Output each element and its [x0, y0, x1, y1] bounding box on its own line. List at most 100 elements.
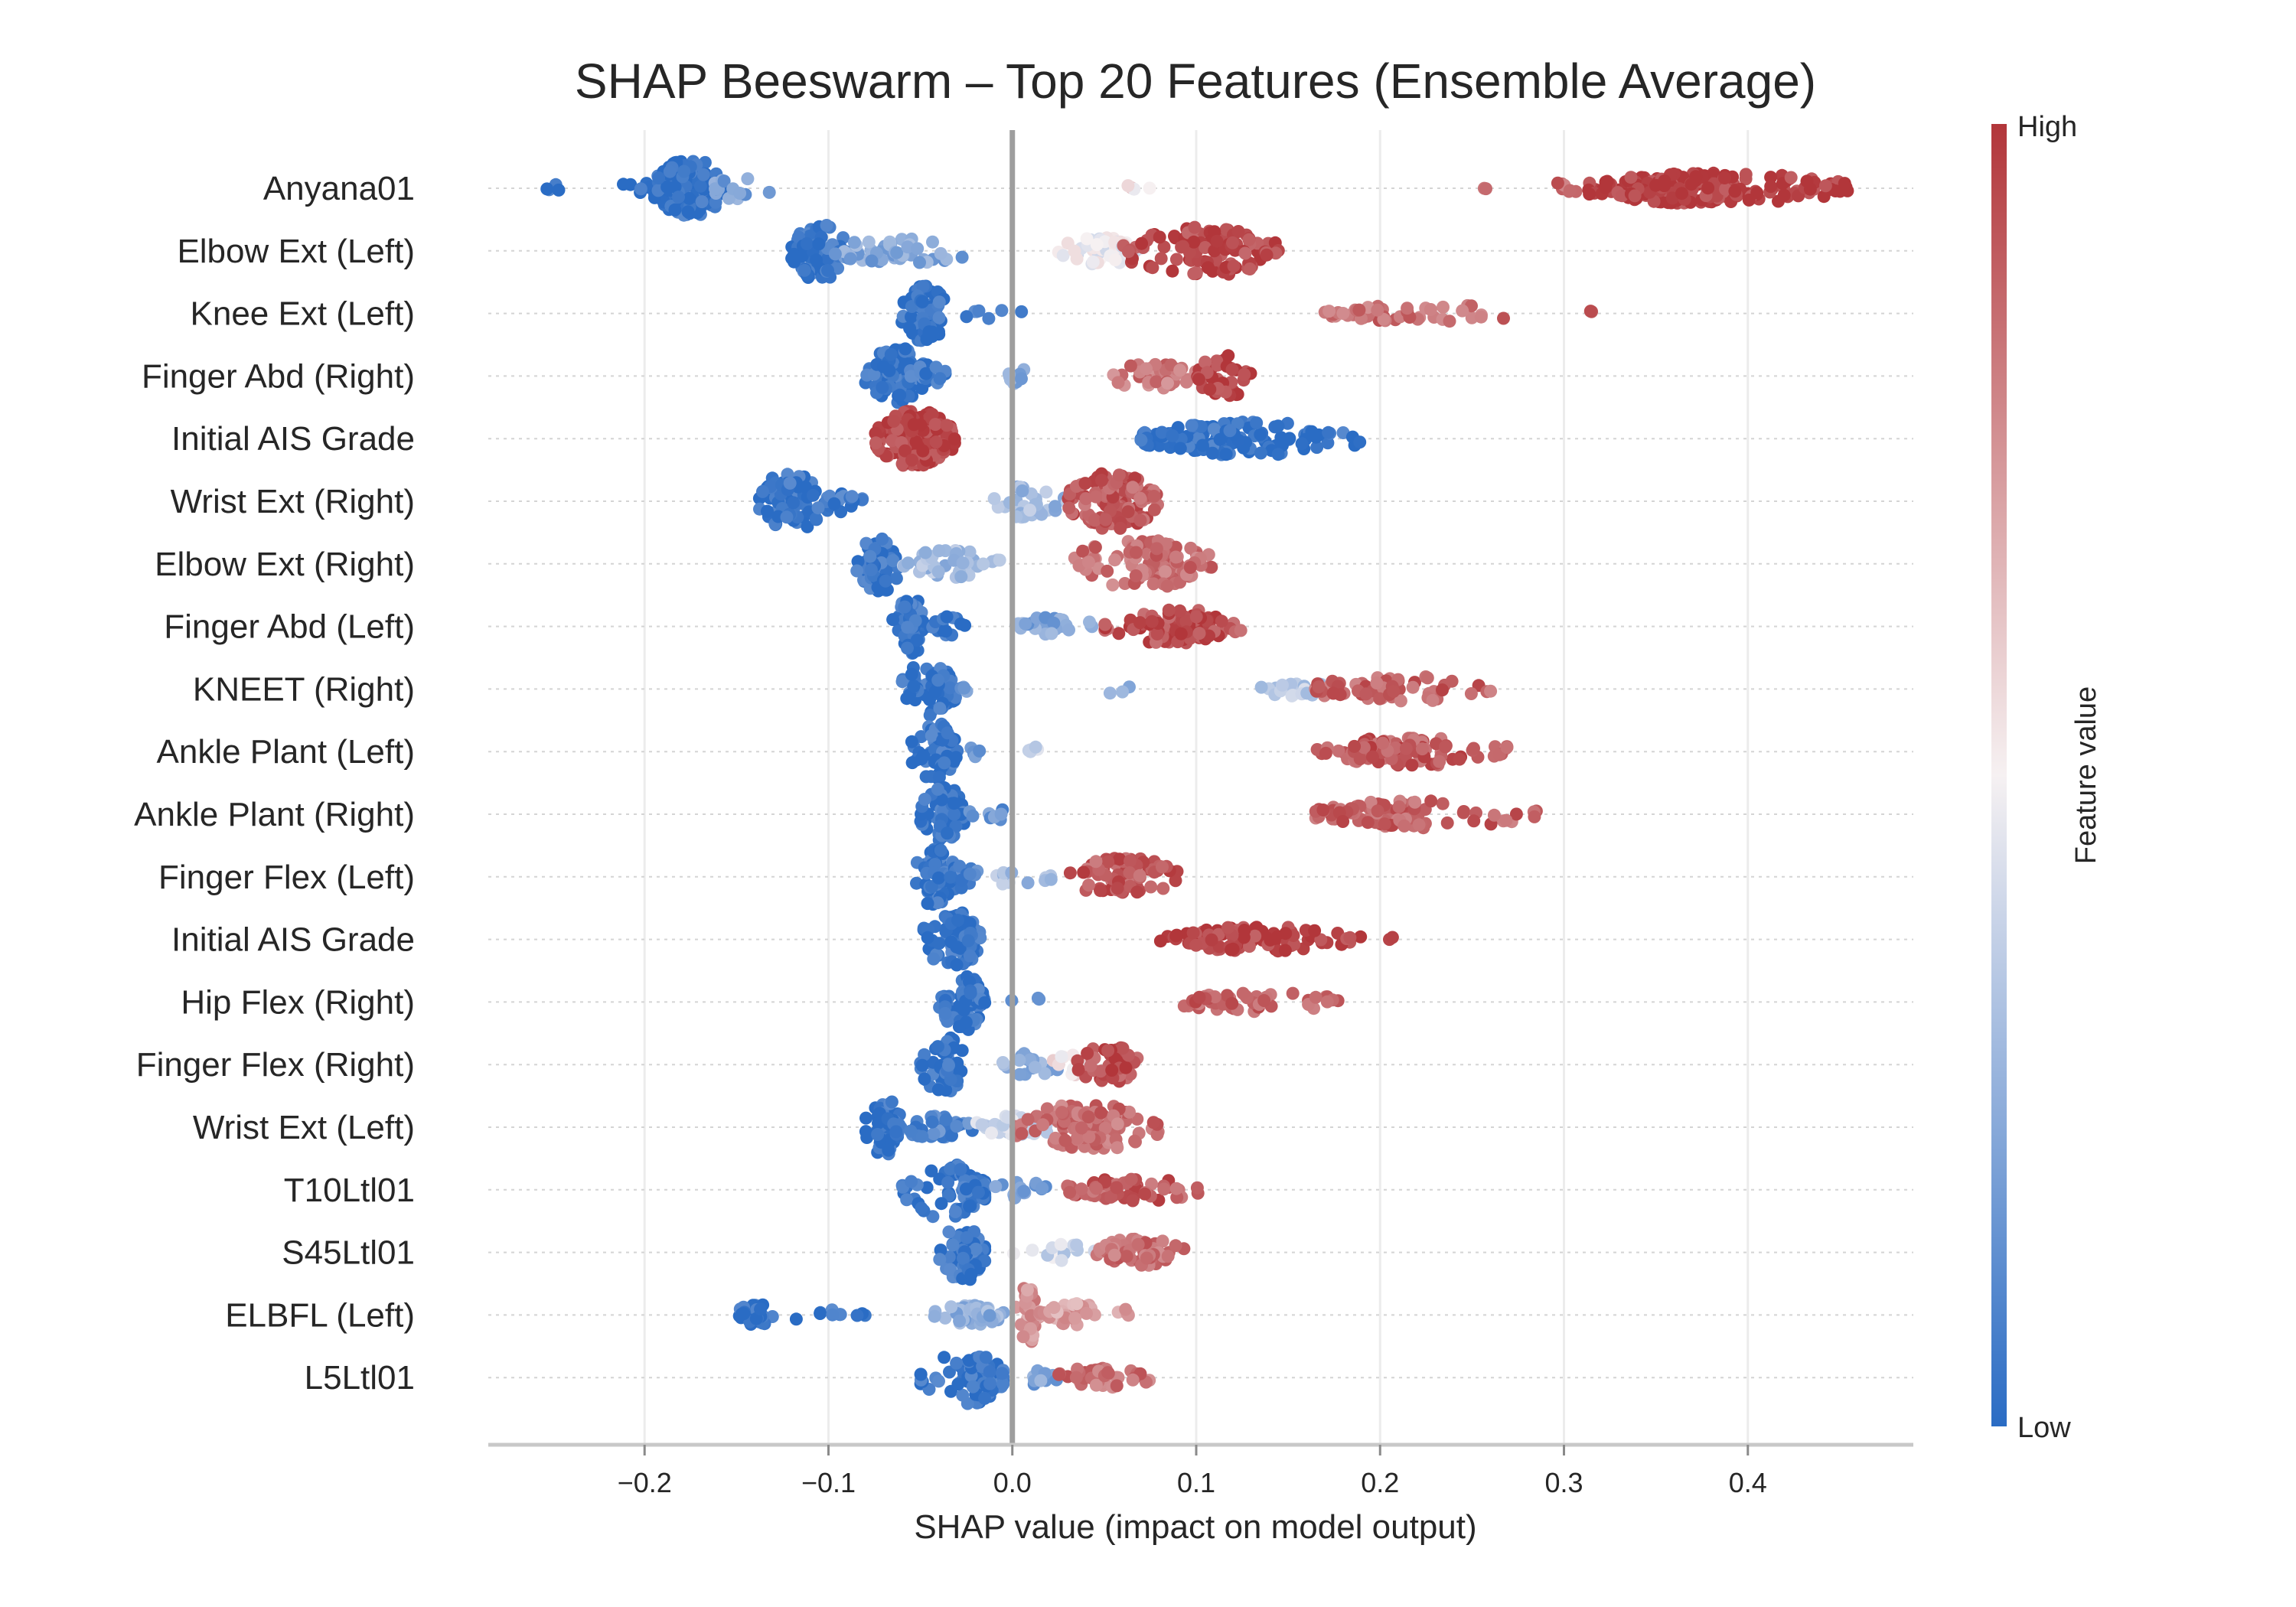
- shap-point: [1361, 816, 1375, 830]
- shap-point: [869, 436, 882, 450]
- shap-point: [1071, 1063, 1085, 1076]
- shap-point: [1264, 933, 1277, 947]
- shap-point: [902, 556, 915, 570]
- shap-point: [1838, 177, 1851, 191]
- shap-point: [1157, 1182, 1171, 1196]
- shap-point: [1219, 448, 1233, 461]
- shap-point: [996, 1377, 1010, 1391]
- shap-point: [1021, 876, 1035, 890]
- shap-point: [1717, 171, 1731, 184]
- shap-point: [1784, 171, 1798, 184]
- shap-point: [1376, 736, 1390, 750]
- feature-label: Initial AIS Grade: [171, 921, 415, 959]
- shap-point: [1658, 179, 1671, 193]
- shap-point: [957, 1251, 970, 1265]
- shap-point: [1248, 929, 1262, 943]
- shap-point: [1124, 359, 1137, 373]
- shap-point: [1412, 818, 1426, 832]
- shap-point: [977, 557, 990, 571]
- shap-point: [1309, 990, 1322, 1004]
- shap-point: [1133, 616, 1146, 630]
- shap-point: [944, 935, 958, 949]
- shap-point: [1112, 468, 1126, 482]
- shap-point: [1039, 485, 1053, 499]
- shap-point: [831, 262, 845, 275]
- shap-point: [1210, 234, 1224, 248]
- shap-point: [806, 488, 820, 502]
- shap-point: [972, 304, 986, 318]
- shap-point: [1174, 627, 1188, 641]
- shap-point: [960, 310, 974, 324]
- shap-point: [954, 570, 968, 584]
- shap-point: [1088, 540, 1102, 554]
- shap-point: [954, 1162, 967, 1176]
- shap-point: [1120, 1250, 1133, 1263]
- shap-point: [1019, 617, 1032, 631]
- shap-point: [1078, 477, 1092, 491]
- shap-point: [821, 264, 834, 277]
- x-tick-label: −0.1: [801, 1467, 856, 1498]
- shap-point: [1426, 693, 1440, 707]
- x-axis: −0.2 −0.1 0.0 0.1 0.2 0.3 0.4: [488, 1442, 1913, 1498]
- shap-point: [1271, 448, 1285, 461]
- shap-point: [928, 418, 942, 432]
- shap-point: [1118, 577, 1132, 590]
- shap-point: [1227, 259, 1241, 273]
- shap-point: [1156, 860, 1169, 874]
- shap-point: [905, 453, 918, 467]
- shap-point: [962, 1354, 976, 1367]
- shap-point: [1286, 986, 1300, 1000]
- shap-point: [963, 949, 977, 963]
- shap-point: [1528, 810, 1541, 823]
- shap-point: [540, 182, 554, 196]
- shap-point: [996, 1367, 1009, 1380]
- shap-point: [867, 367, 881, 381]
- shap-point: [1169, 550, 1182, 564]
- shap-point: [754, 1302, 768, 1316]
- shap-point: [941, 1175, 955, 1189]
- shap-point: [927, 1127, 941, 1141]
- shap-point: [1077, 865, 1091, 879]
- shap-point: [983, 1309, 996, 1322]
- shap-point: [982, 311, 996, 325]
- shap-point: [951, 1377, 965, 1391]
- shap-point: [1828, 184, 1842, 197]
- shap-point: [938, 1006, 952, 1020]
- shap-point: [882, 1143, 895, 1157]
- shap-point: [811, 501, 825, 515]
- shap-point: [1728, 184, 1742, 198]
- chart-title: SHAP Beeswarm – Top 20 Features (Ensembl…: [575, 54, 1816, 109]
- shap-point: [1326, 686, 1340, 700]
- shap-point: [932, 295, 946, 309]
- shap-point: [1110, 1181, 1124, 1195]
- shap-point: [677, 165, 691, 178]
- shap-point: [709, 195, 722, 209]
- shap-point: [952, 1020, 966, 1034]
- shap-point: [925, 325, 939, 339]
- shap-point: [909, 435, 923, 448]
- shap-point: [1047, 616, 1061, 630]
- feature-label: Wrist Ext (Right): [171, 483, 415, 520]
- shap-point: [1104, 1190, 1117, 1204]
- shap-point: [1179, 375, 1193, 389]
- shap-point: [783, 476, 797, 490]
- shap-point: [1173, 363, 1187, 377]
- shap-point: [947, 807, 961, 821]
- shap-point: [1101, 855, 1115, 869]
- shap-point: [985, 1126, 998, 1140]
- shap-point: [1254, 446, 1267, 460]
- shap-point: [876, 360, 890, 373]
- shap-point: [1101, 1044, 1115, 1058]
- shap-point: [978, 996, 992, 1009]
- shap-point: [1045, 627, 1058, 641]
- shap-point: [927, 952, 941, 966]
- shap-point: [1456, 304, 1469, 318]
- shap-point: [1161, 1250, 1175, 1263]
- shap-point: [1110, 1117, 1124, 1131]
- shap-point: [904, 1124, 918, 1138]
- shap-point: [960, 1231, 974, 1244]
- shap-point: [1312, 680, 1326, 694]
- shap-point: [1016, 484, 1029, 497]
- shap-point: [1113, 852, 1127, 866]
